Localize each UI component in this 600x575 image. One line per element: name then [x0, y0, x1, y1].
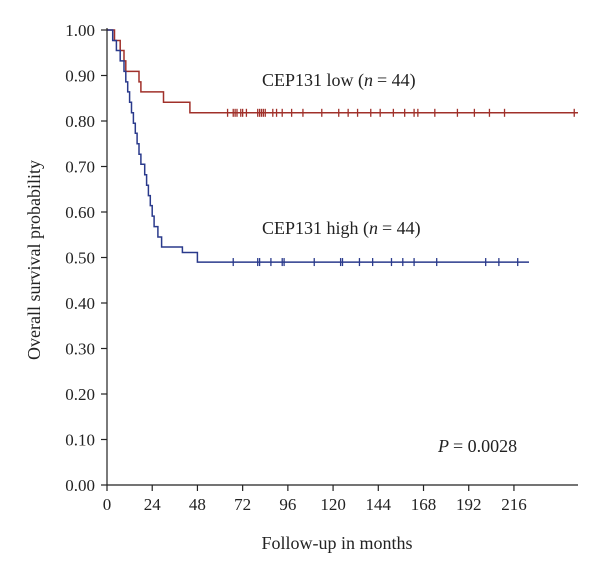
legend-label-low: CEP131 low (n = 44) [262, 70, 416, 91]
y-tick-label: 0.70 [65, 158, 95, 177]
p-label: P [437, 436, 449, 456]
y-tick-label: 0.40 [65, 294, 95, 313]
legend-high-n: n [369, 218, 378, 238]
x-tick-label: 144 [366, 495, 392, 514]
axes [106, 28, 578, 486]
x-tick-label: 96 [279, 495, 296, 514]
legend-high-prefix: CEP131 high ( [262, 218, 369, 239]
legend-label-high: CEP131 high (n = 44) [262, 218, 421, 239]
x-tick-label: 192 [456, 495, 482, 514]
p-value: = 0.0028 [453, 436, 517, 456]
y-axis-title: Overall survival probability [24, 160, 44, 360]
y-tick-label: 0.60 [65, 203, 95, 222]
survival-curve-high [107, 29, 529, 263]
y-tick-label: 0.80 [65, 112, 95, 131]
y-tick-label: 0.00 [65, 476, 95, 495]
survival-curve-low [107, 29, 578, 114]
ticks: 0.00 0.10 0.20 0.30 0.40 0.50 0.60 0.70 0.80 0.90… [65, 21, 526, 514]
x-axis-title: Follow-up in months [261, 533, 412, 553]
y-tick-label: 0.30 [65, 340, 95, 359]
legend-low-n-value: = 44) [377, 70, 416, 91]
y-tick-label: 0.20 [65, 385, 95, 404]
y-tick-label: 0.90 [65, 67, 95, 86]
legend-low-prefix: CEP131 low ( [262, 70, 364, 91]
x-tick-label: 24 [144, 495, 162, 514]
plot-area [107, 29, 578, 267]
x-tick-label: 0 [103, 495, 112, 514]
y-tick-label: 0.50 [65, 249, 95, 268]
legend-high-n-value: = 44) [382, 218, 421, 239]
x-tick-label: 168 [411, 495, 437, 514]
y-tick-label: 0.10 [65, 431, 95, 450]
p-value-annotation: P = 0.0028 [437, 436, 517, 456]
legend-low-n: n [364, 70, 373, 90]
x-tick-label: 72 [234, 495, 251, 514]
x-tick-label: 216 [501, 495, 527, 514]
x-tick-label: 48 [189, 495, 206, 514]
y-tick-label: 1.00 [65, 21, 95, 40]
x-tick-label: 120 [320, 495, 346, 514]
